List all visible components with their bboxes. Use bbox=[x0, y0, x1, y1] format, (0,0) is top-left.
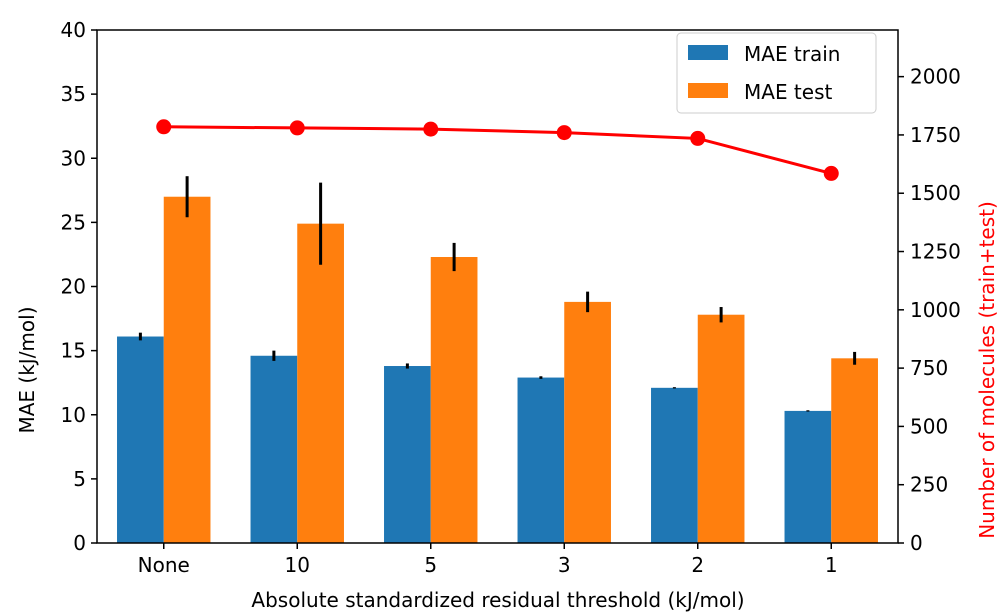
x-tick-label-5: 1 bbox=[825, 553, 838, 577]
molecule-count-point-1 bbox=[289, 120, 305, 136]
legend: MAE train MAE test bbox=[676, 32, 877, 114]
molecule-count-point-2 bbox=[423, 121, 439, 137]
y-axis-title: MAE (kJ/mol) bbox=[15, 306, 39, 433]
y2-tick-label-0: 0 bbox=[910, 531, 923, 555]
bar-test-1 bbox=[297, 223, 344, 543]
bar-train-1 bbox=[250, 355, 298, 543]
bar-test-2 bbox=[430, 257, 478, 543]
molecule-count-point-3 bbox=[556, 125, 572, 141]
y-tick-label-8: 40 bbox=[61, 18, 86, 42]
molecule-count-point-4 bbox=[690, 130, 706, 146]
bar-train-3 bbox=[517, 377, 565, 543]
y2-tick-label-6: 1500 bbox=[910, 181, 961, 205]
train-bars bbox=[117, 336, 832, 543]
y-tick-label-3: 15 bbox=[61, 339, 86, 363]
y-tick-label-5: 25 bbox=[61, 210, 86, 234]
molecule-count-point-5 bbox=[823, 165, 839, 181]
bar-test-4 bbox=[697, 314, 745, 543]
molecule-count-point-0 bbox=[156, 119, 172, 135]
bar-test-0 bbox=[163, 196, 211, 543]
x-tick-label-1: 10 bbox=[285, 553, 310, 577]
x-tick-label-2: 5 bbox=[424, 553, 437, 577]
bar-test-5 bbox=[831, 358, 878, 543]
legend-label-test: MAE test bbox=[744, 80, 832, 104]
bar-train-0 bbox=[117, 336, 164, 543]
y2-tick-label-8: 2000 bbox=[910, 65, 961, 89]
bar-train-4 bbox=[651, 387, 698, 543]
x-tick-label-4: 2 bbox=[691, 553, 704, 577]
x-axis-title: Absolute standardized residual threshold… bbox=[251, 588, 744, 612]
y-tick-label-6: 30 bbox=[61, 146, 86, 170]
x-tick-label-0: None bbox=[138, 553, 190, 577]
test-bars bbox=[163, 196, 878, 543]
bar-train-5 bbox=[784, 410, 832, 543]
y2-tick-label-4: 1000 bbox=[910, 298, 961, 322]
ticks: 0510152025303540025050075010001250150017… bbox=[61, 18, 961, 577]
legend-label-train: MAE train bbox=[744, 42, 840, 66]
y2-tick-label-7: 1750 bbox=[910, 123, 961, 147]
molecule-count-polyline bbox=[163, 125, 832, 175]
error-bars bbox=[138, 176, 857, 412]
y-tick-label-0: 0 bbox=[73, 531, 86, 555]
x-tick-label-3: 3 bbox=[558, 553, 571, 577]
legend-swatch-test bbox=[688, 83, 728, 98]
bar-test-3 bbox=[564, 301, 611, 543]
y2-tick-label-2: 500 bbox=[910, 414, 948, 438]
y2-tick-label-1: 250 bbox=[910, 473, 948, 497]
y2-axis-title: Number of molecules (train+test) bbox=[975, 201, 999, 539]
legend-swatch-train bbox=[688, 45, 728, 60]
molecule-count-line bbox=[156, 119, 839, 181]
y2-tick-label-5: 1250 bbox=[910, 240, 961, 264]
y2-tick-label-3: 750 bbox=[910, 356, 948, 380]
y-tick-label-2: 10 bbox=[61, 403, 86, 427]
bar-train-2 bbox=[384, 366, 431, 543]
y-tick-label-4: 20 bbox=[61, 275, 86, 299]
y-tick-label-7: 35 bbox=[61, 82, 86, 106]
y-tick-label-1: 5 bbox=[73, 467, 86, 491]
